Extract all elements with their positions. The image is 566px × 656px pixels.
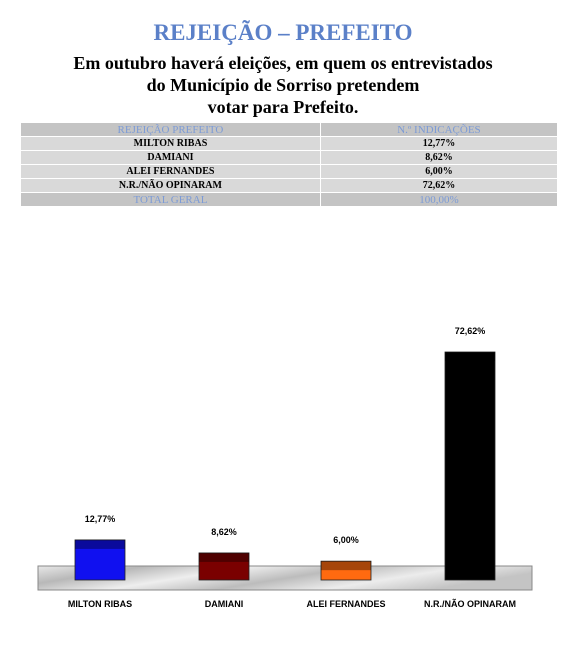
cell: 6,00% bbox=[319, 164, 559, 179]
table-row: DAMIANI 8,62% bbox=[20, 150, 559, 165]
column-header: N.º INDICAÇÕES bbox=[319, 122, 559, 137]
bar-top bbox=[321, 561, 371, 571]
x-tick-label: DAMIANI bbox=[205, 599, 244, 609]
x-tick-label: MILTON RIBAS bbox=[68, 599, 132, 609]
table-row: N.R./NÃO OPINARAM 72,62% bbox=[20, 178, 559, 193]
column-header: REJEIÇÃO PREFEITO bbox=[20, 122, 321, 137]
bar bbox=[74, 539, 126, 581]
bar-top bbox=[199, 552, 249, 562]
subtitle-line: Em outubro haverá eleições, em quem os e… bbox=[73, 53, 493, 73]
cell: ALEI FERNANDES bbox=[20, 164, 321, 179]
bar-top bbox=[445, 352, 495, 361]
bar-top bbox=[75, 539, 125, 549]
table: REJEIÇÃO PREFEITO N.º INDICAÇÕES MILTON RI… bbox=[20, 122, 559, 207]
total-cell: 100,00% bbox=[319, 192, 559, 207]
bar bbox=[444, 351, 496, 581]
bar bbox=[320, 560, 372, 581]
subtitle: Em outubro haverá eleições, em quem os e… bbox=[0, 52, 566, 118]
total-row: TOTAL GERAL 100,00% bbox=[20, 192, 559, 207]
value-label: 72,62% bbox=[455, 326, 486, 336]
x-tick-label: N.R./NÃO OPINARAM bbox=[424, 599, 516, 609]
cell: 12,77% bbox=[319, 136, 559, 151]
table-row: MILTON RIBAS 12,77% bbox=[20, 136, 559, 151]
total-cell: TOTAL GERAL bbox=[20, 192, 321, 207]
value-label: 6,00% bbox=[333, 535, 359, 545]
table-row: ALEI FERNANDES 6,00% bbox=[20, 164, 559, 179]
bar bbox=[198, 552, 250, 581]
value-label: 12,77% bbox=[85, 514, 116, 524]
cell: 8,62% bbox=[319, 150, 559, 165]
subtitle-line: votar para Prefeito. bbox=[207, 97, 359, 117]
cell: 72,62% bbox=[319, 178, 559, 193]
title: REJEIÇÃO – PREFEITO bbox=[153, 20, 413, 45]
x-tick-label: ALEI FERNANDES bbox=[306, 599, 385, 609]
cell: N.R./NÃO OPINARAM bbox=[20, 178, 321, 193]
header-row: REJEIÇÃO PREFEITO N.º INDICAÇÕES bbox=[20, 122, 559, 137]
subtitle-line: do Município de Sorriso pretendem bbox=[146, 75, 420, 95]
value-label: 8,62% bbox=[211, 527, 237, 537]
